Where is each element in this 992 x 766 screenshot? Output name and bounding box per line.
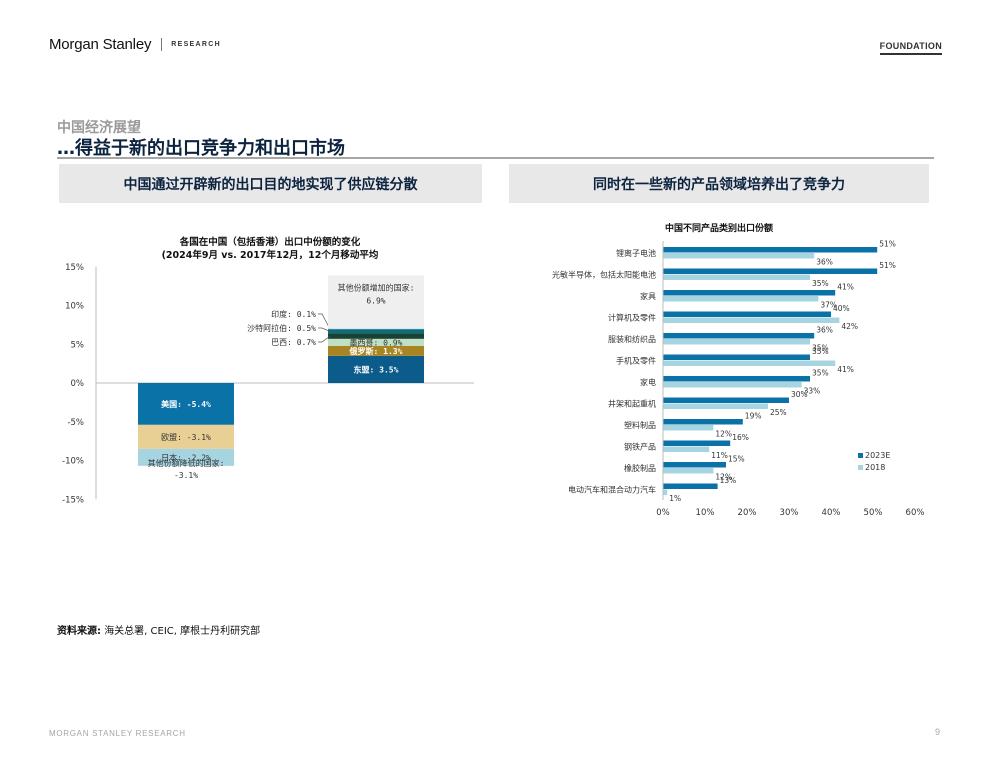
bar-callout-label: 沙特阿拉伯: 0.5% — [247, 323, 316, 333]
bar-segment-label: 俄罗斯: 1.3% — [349, 346, 403, 356]
section-tag: FOUNDATION — [879, 41, 942, 55]
logo-divider — [161, 38, 163, 51]
bar-segment — [328, 345, 424, 356]
page-subtitle: 中国经济展望 — [57, 120, 141, 136]
source-text: 海关总署, CEIC, 摩根士丹利研究部 — [104, 626, 261, 637]
source-label: 资料来源: — [57, 626, 101, 637]
callout-leader — [318, 327, 331, 332]
page-title: …得益于新的出口竞争力和出口市场 — [57, 138, 345, 159]
y-tick-label: -15% — [62, 495, 84, 505]
bar-segment-label: 日本: -2.2% — [161, 452, 211, 462]
bar-segment-label: 6.9% — [366, 296, 385, 305]
right-panel-heading: 同时在一些新的产品领域培养出了竞争力 — [509, 164, 929, 203]
bar-segment-label: -3.1% — [174, 471, 198, 480]
source-note: 资料来源: 海关总署, CEIC, 摩根士丹利研究部 — [57, 622, 260, 637]
left-panel-heading: 中国通过开辟新的出口目的地实现了供应链分散 — [59, 164, 482, 203]
bar-segment — [138, 465, 234, 490]
bar-segment-label: 其他份额增加的国家: — [338, 282, 415, 292]
bar-segment — [328, 333, 424, 339]
y-tick-label: -10% — [62, 457, 84, 467]
bar-segment — [138, 448, 234, 466]
bar-segment-label: 东盟: 3.5% — [354, 364, 399, 374]
bar-segment — [328, 275, 424, 329]
y-tick-label: 15% — [65, 263, 84, 273]
bar-callout-label: 巴西: 0.7% — [271, 338, 316, 347]
title-divider — [57, 157, 934, 159]
bar-segment — [328, 338, 424, 346]
bar-segment — [138, 383, 234, 425]
callout-leader — [318, 335, 331, 343]
bar-segment — [328, 355, 424, 383]
callout-leader — [318, 313, 331, 330]
bar-segment-label: 其他份额降低的国家: — [148, 458, 225, 468]
bar-segment-label: 墨西哥: 0.9% — [350, 338, 403, 347]
footer-text: MORGAN STANLEY RESEARCH — [49, 729, 186, 738]
page-number: 9 — [934, 727, 940, 737]
logo-research: RESEARCH — [171, 41, 221, 48]
y-tick-label: 5% — [71, 340, 85, 350]
bar-callout-label: 印度: 0.1% — [271, 309, 316, 319]
y-tick-label: -5% — [67, 418, 84, 428]
bar-segment — [328, 328, 424, 330]
bar-segment-label: 美国: -5.4% — [161, 399, 211, 409]
bar-segment — [328, 329, 424, 334]
logo: Morgan Stanley RESEARCH — [49, 36, 221, 53]
bar-segment — [138, 424, 234, 449]
y-tick-label: 10% — [65, 302, 84, 312]
y-tick-label: 0% — [71, 379, 85, 389]
logo-name: Morgan Stanley — [49, 36, 152, 53]
bar-segment-label: 欧盟: -3.1% — [161, 432, 211, 442]
chart-left-title-line1: 各国在中国（包括香港）出口中份额的变化 — [179, 236, 361, 248]
chart-left-title-line2: (2024年9月 vs. 2017年12月，12个月移动平均 — [162, 249, 379, 261]
